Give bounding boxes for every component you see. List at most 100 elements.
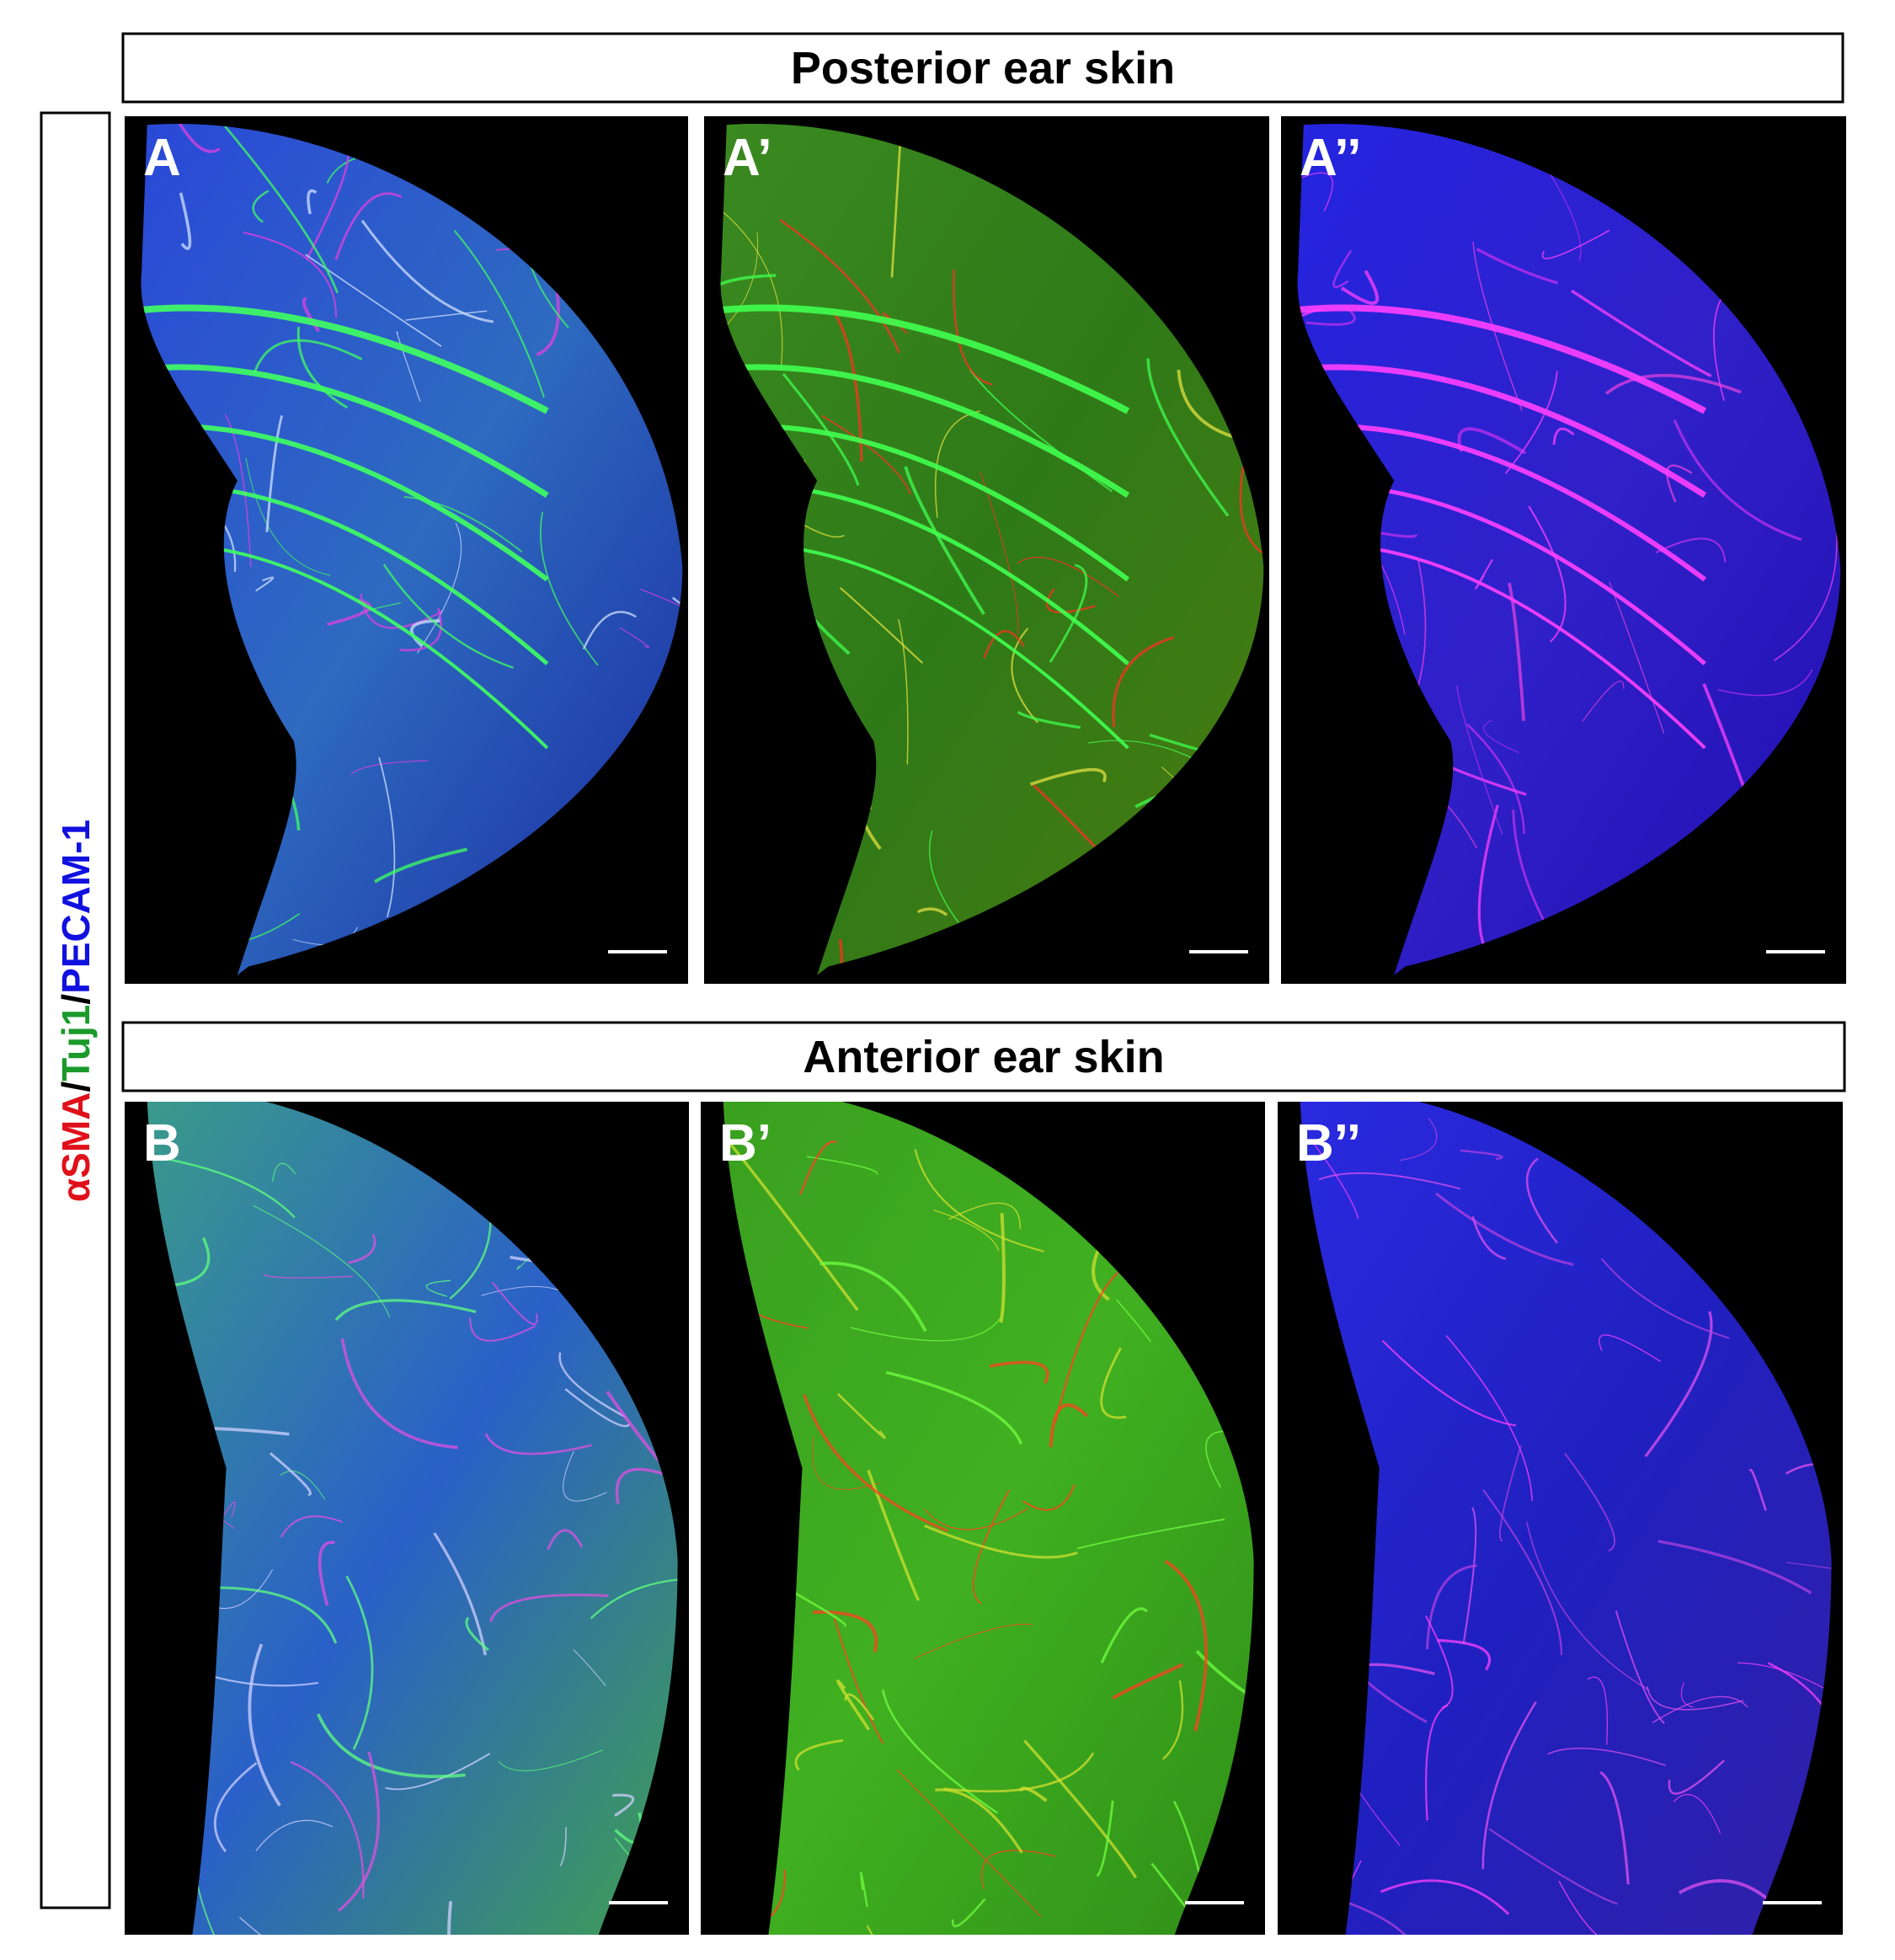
vessel <box>385 1752 491 1791</box>
vessel <box>720 274 777 295</box>
vessel <box>639 588 683 685</box>
vessel <box>564 1388 631 1428</box>
vessel <box>255 1819 334 1851</box>
vessel <box>896 1769 1042 1918</box>
vessel <box>1435 1192 1574 1266</box>
vessel <box>825 938 844 975</box>
vessel <box>1481 1701 1537 1870</box>
vessel <box>1305 306 1356 326</box>
vessel <box>923 1507 1029 1530</box>
vessel <box>1471 1215 1507 1261</box>
vessel <box>881 1689 998 1814</box>
vessel <box>821 414 911 495</box>
vessel <box>374 847 468 884</box>
vessel <box>1239 466 1264 563</box>
vessel <box>1564 1453 1615 1552</box>
tissue <box>1297 123 1841 975</box>
vessel <box>245 457 331 576</box>
vessel <box>217 123 339 294</box>
vessel <box>1571 289 1712 378</box>
vessel <box>1657 1540 1812 1594</box>
vessel <box>935 1788 1023 1854</box>
vessel <box>350 760 429 776</box>
vessel <box>1541 229 1610 259</box>
vessel <box>1100 1607 1148 1664</box>
vessel <box>928 830 960 924</box>
vessel <box>1096 1800 1114 1877</box>
vessel <box>1046 588 1096 614</box>
vessel <box>1462 1507 1477 1645</box>
vessel <box>150 1155 296 1219</box>
vessel <box>860 1872 868 1908</box>
panel-label: B’’ <box>1296 1114 1361 1172</box>
vessel <box>1017 557 1119 597</box>
header-title: Posterior ear skin <box>791 43 1175 93</box>
vessel <box>867 1469 921 1601</box>
vessel <box>1297 307 1322 377</box>
vessel <box>1748 1468 1767 1511</box>
vessel <box>1164 1559 1208 1732</box>
vessel <box>1647 1685 1744 1711</box>
vessel <box>334 1299 477 1322</box>
vessel <box>433 1532 487 1656</box>
vessel <box>836 1680 871 1731</box>
side-label-box <box>40 111 111 1909</box>
image-panel: A’’ <box>1281 116 1846 984</box>
vessel <box>972 1489 1011 1605</box>
vessel <box>403 496 523 553</box>
vessel <box>1318 1172 1461 1190</box>
vessel <box>1381 1339 1517 1427</box>
vessel <box>1023 1739 1138 1879</box>
vessel <box>558 1352 627 1418</box>
major-vessel <box>1297 304 1707 414</box>
vessel <box>1340 270 1380 305</box>
vessel <box>1652 1696 1748 1723</box>
vessel <box>952 1898 986 1928</box>
vessel <box>1599 1334 1661 1363</box>
vessel <box>239 1916 316 1935</box>
vessel <box>833 1618 884 1744</box>
vessel <box>1049 563 1088 663</box>
vessel <box>170 123 221 153</box>
vessel <box>806 1156 878 1175</box>
vessel <box>917 907 948 916</box>
vessel <box>799 1140 838 1195</box>
vessel <box>836 1392 886 1439</box>
separator: / <box>54 994 98 1005</box>
vessel <box>1332 249 1353 289</box>
vessel <box>1298 172 1333 212</box>
vessel <box>1673 1793 1722 1834</box>
vessel <box>340 1338 458 1450</box>
major-vessel <box>720 304 1130 414</box>
panel-label: B <box>143 1114 181 1172</box>
vessel <box>318 1541 335 1606</box>
vessel <box>812 1436 881 1490</box>
vessel <box>794 1738 844 1771</box>
panel-label: A’ <box>723 129 772 187</box>
vessel <box>1666 464 1693 503</box>
vessel <box>447 1900 498 1935</box>
header-box <box>121 1021 1846 1092</box>
tissue <box>141 123 683 975</box>
vessel <box>915 1623 1033 1659</box>
vessel <box>280 1515 343 1538</box>
vessel <box>720 199 783 370</box>
vessel <box>224 414 252 568</box>
tissue <box>147 1102 678 1935</box>
vessel <box>1054 1272 1119 1423</box>
vessel <box>1456 686 1503 836</box>
vessel <box>1558 1880 1625 1935</box>
vessel <box>1472 241 1523 412</box>
vessel <box>1599 1770 1630 1885</box>
marker-tuj1: Tuj1 <box>54 1005 98 1081</box>
vessel <box>924 1525 1078 1559</box>
vessel <box>1022 1484 1076 1511</box>
vessel <box>573 1648 606 1686</box>
vessel <box>1445 1335 1533 1501</box>
vessel <box>1717 669 1813 697</box>
vessel <box>296 326 349 409</box>
vessel <box>453 230 545 398</box>
vessel <box>1112 1663 1183 1701</box>
vessel <box>989 1360 1049 1384</box>
vessel <box>582 611 638 650</box>
